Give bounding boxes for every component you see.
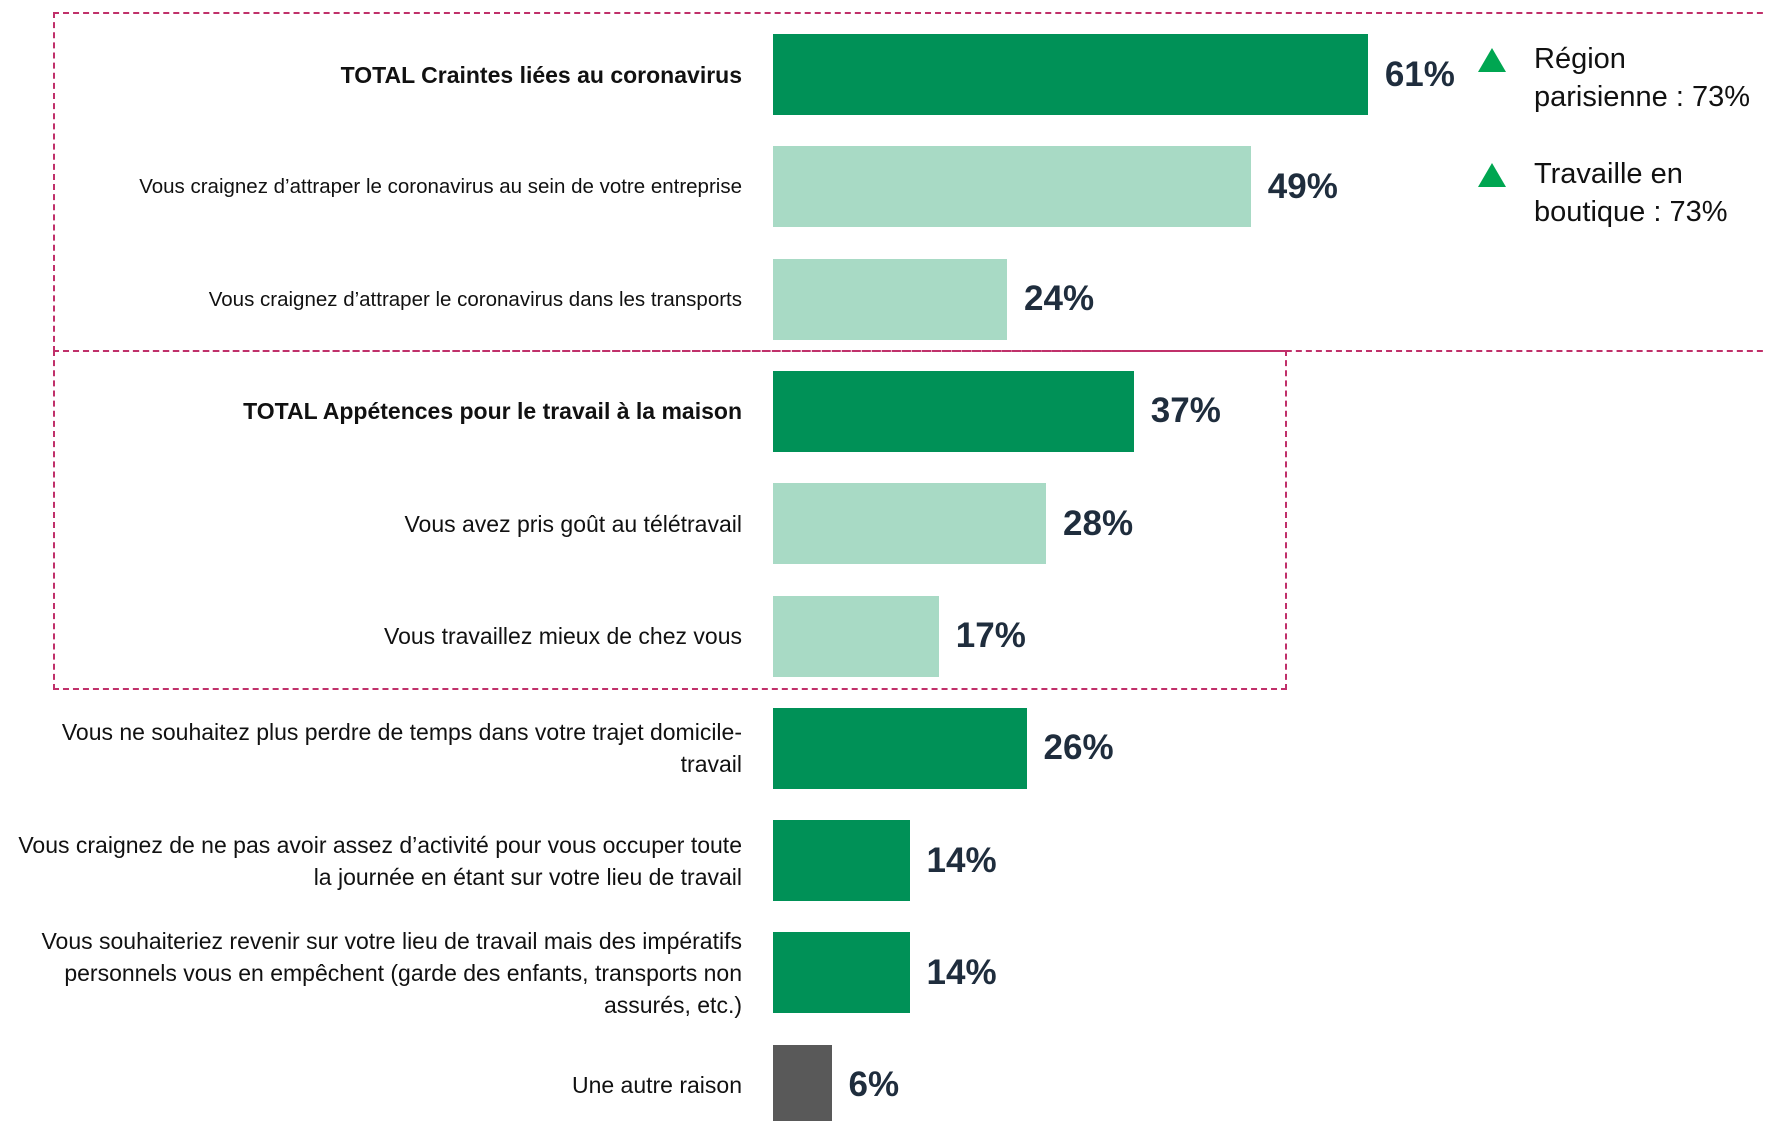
value-label: 26% bbox=[1043, 728, 1114, 768]
value-label: 37% bbox=[1150, 391, 1221, 431]
category-label-box: TOTAL Appétences pour le travail à la ma… bbox=[0, 371, 742, 452]
value-label: 24% bbox=[1024, 279, 1095, 319]
category-label-box: Une autre raison bbox=[0, 1045, 742, 1121]
annotation: Travaille en boutique : 73% bbox=[1478, 155, 1766, 231]
value-label: 14% bbox=[926, 840, 997, 880]
annotation: Région parisienne : 73% bbox=[1478, 40, 1766, 116]
bar bbox=[773, 34, 1368, 115]
category-label-box: Vous craignez de ne pas avoir assez d’ac… bbox=[0, 820, 742, 901]
category-label-box: Vous craignez d’attraper le coronavirus … bbox=[0, 259, 742, 340]
value-label: 14% bbox=[926, 952, 997, 992]
category-label: Vous travaillez mieux de chez vous bbox=[384, 623, 742, 649]
value-label: 6% bbox=[848, 1065, 900, 1105]
value-label: 28% bbox=[1063, 503, 1134, 543]
category-label: Vous craignez d’attraper le coronavirus … bbox=[139, 175, 742, 199]
value-label: 61% bbox=[1384, 54, 1455, 94]
category-label-box: TOTAL Craintes liées au coronavirus bbox=[0, 34, 742, 115]
triangle-icon bbox=[1478, 48, 1506, 72]
value-label: 17% bbox=[955, 616, 1026, 655]
annotation-text: Travaille en boutique : 73% bbox=[1534, 158, 1728, 228]
category-label: Une autre raison bbox=[571, 1072, 742, 1099]
annotation-text: Région parisienne : 73% bbox=[1534, 43, 1751, 113]
bar bbox=[773, 820, 910, 902]
category-label-box: Vous craignez d’attraper le coronavirus … bbox=[0, 146, 742, 227]
value-label: 49% bbox=[1267, 166, 1338, 206]
category-label: Vous ne souhaitez plus perdre de temps d… bbox=[61, 719, 742, 778]
category-label: Vous souhaiteriez revenir sur votre lieu… bbox=[41, 927, 742, 1018]
category-label: TOTAL Appétences pour le travail à la ma… bbox=[243, 398, 742, 425]
bar bbox=[773, 1044, 832, 1121]
category-label-box: Vous travaillez mieux de chez vous bbox=[0, 596, 742, 677]
category-label: Vous craignez de ne pas avoir assez d’ac… bbox=[18, 831, 742, 890]
category-label: Vous avez pris goût au télétravail bbox=[404, 510, 742, 537]
category-label-box: Vous avez pris goût au télétravail bbox=[0, 483, 742, 564]
group-box bbox=[53, 350, 1287, 690]
triangle-icon bbox=[1478, 163, 1506, 187]
bar bbox=[773, 595, 939, 677]
category-label: Vous craignez d’attraper le coronavirus … bbox=[208, 287, 742, 311]
category-label: TOTAL Craintes liées au coronavirus bbox=[340, 61, 742, 88]
bar bbox=[773, 370, 1134, 452]
bar bbox=[773, 146, 1251, 228]
bar bbox=[773, 932, 910, 1014]
bar bbox=[773, 258, 1008, 340]
category-label-box: Vous souhaiteriez revenir sur votre lieu… bbox=[0, 928, 742, 1018]
bar bbox=[773, 483, 1047, 565]
bar bbox=[773, 707, 1027, 789]
category-label-box: Vous ne souhaitez plus perdre de temps d… bbox=[0, 708, 742, 789]
